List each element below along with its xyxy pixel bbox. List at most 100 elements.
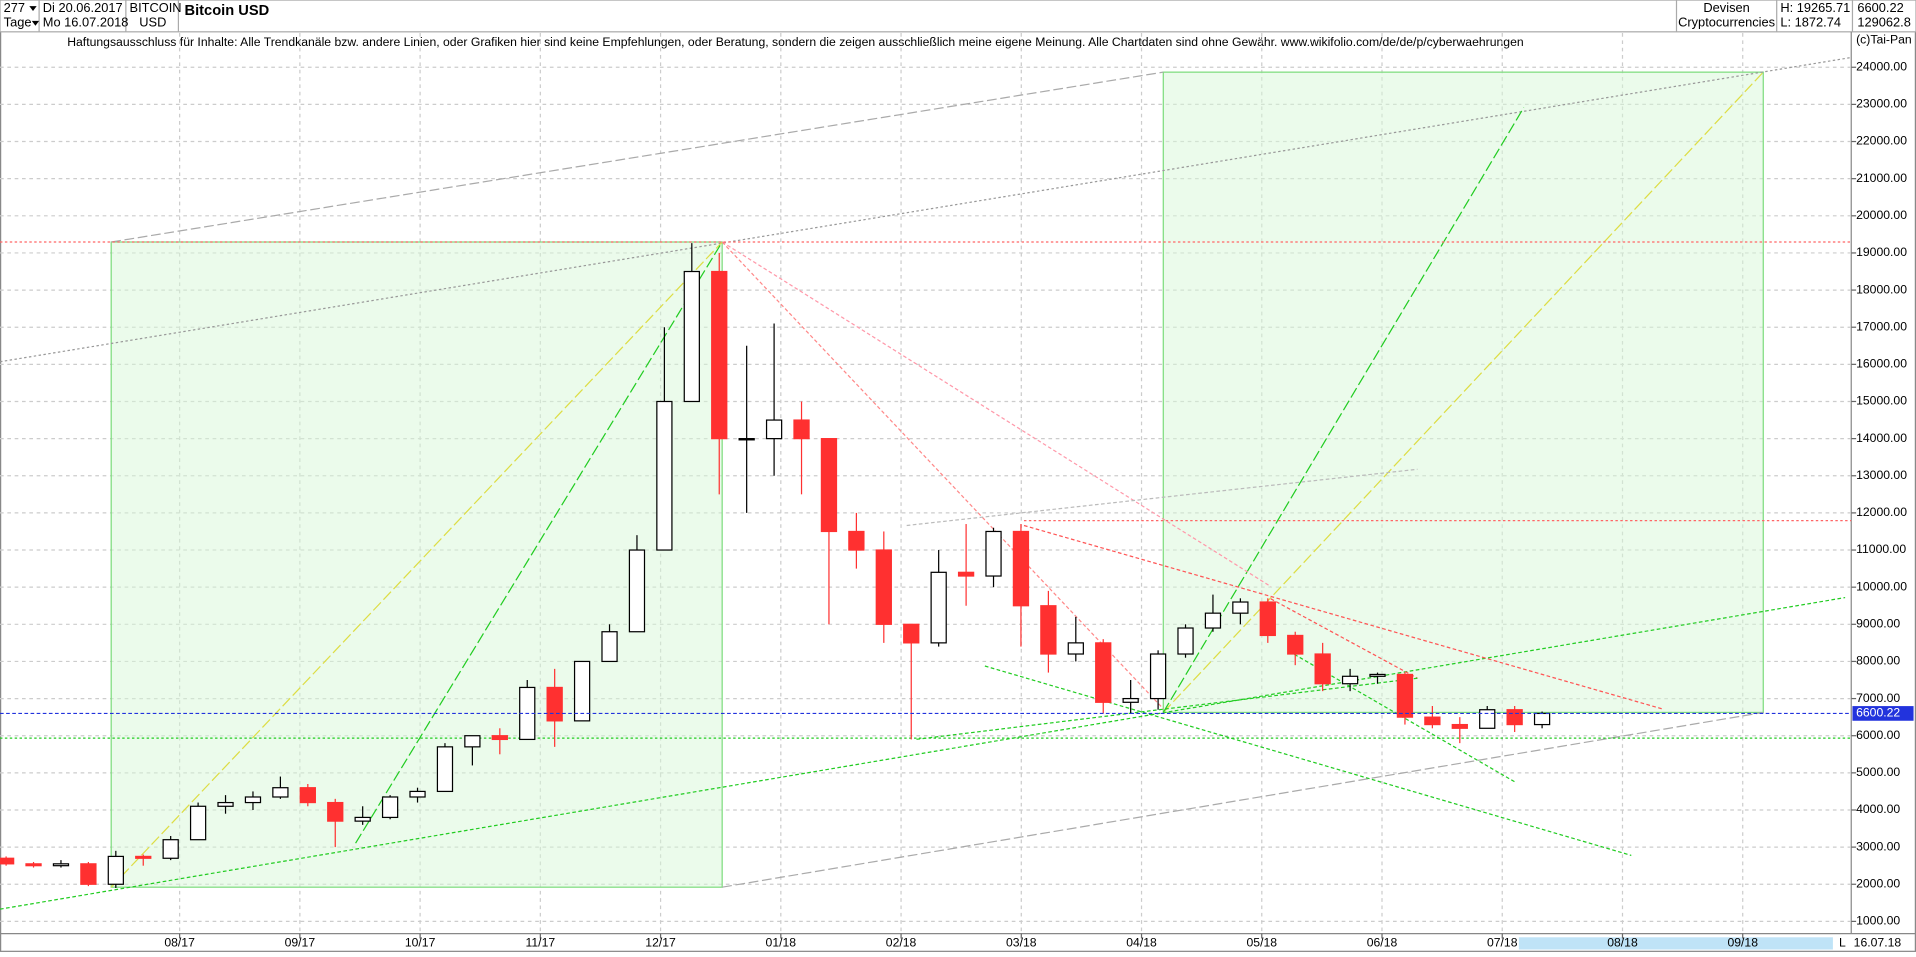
y-tick-label: 2000.00 xyxy=(1856,876,1900,890)
candle-body xyxy=(820,438,838,533)
count[interactable]: 277 xyxy=(4,0,25,15)
y-tick-label: 10000.00 xyxy=(1856,579,1907,593)
candle-body xyxy=(436,746,454,793)
symbol: BITCOIN xyxy=(130,0,182,15)
x-tick-label: 09/17 xyxy=(285,936,316,950)
trend-line xyxy=(1162,107,1525,713)
candle-body xyxy=(1396,673,1414,718)
candle-body xyxy=(1287,634,1304,655)
x-tick-label: 06/18 xyxy=(1367,936,1398,950)
candle-body xyxy=(711,270,728,440)
trend-line xyxy=(721,241,1272,588)
candle-body xyxy=(1095,642,1112,703)
y-tick-label: 9000.00 xyxy=(1856,617,1900,631)
currency: USD xyxy=(139,15,166,30)
candle-body xyxy=(738,438,755,441)
y-tick-label: 1000.00 xyxy=(1856,914,1900,928)
candle-body xyxy=(1479,709,1496,729)
scale-mode[interactable]: L xyxy=(1839,936,1846,950)
candle-body xyxy=(1533,712,1551,726)
candle-body xyxy=(0,857,15,865)
period[interactable]: Tage xyxy=(4,15,32,30)
candle-body xyxy=(217,801,234,807)
high: H: 19265.71 xyxy=(1780,0,1850,15)
candle-body xyxy=(1506,709,1523,726)
candle-body xyxy=(1067,642,1084,655)
x-tick-label: 08/17 xyxy=(164,936,195,950)
trend-line xyxy=(1023,524,1663,710)
candle-body xyxy=(683,270,700,403)
candle-body xyxy=(1232,601,1249,614)
y-tick-label: 19000.00 xyxy=(1856,245,1907,259)
y-tick-label: 24000.00 xyxy=(1856,59,1907,73)
candle-body xyxy=(162,839,179,859)
market: Devisen xyxy=(1703,0,1749,15)
candle-body xyxy=(546,686,563,722)
y-tick-label: 18000.00 xyxy=(1856,282,1907,296)
x-tick-label: 04/18 xyxy=(1126,936,1157,950)
x-tick-label: 11/17 xyxy=(526,936,556,950)
end-date: Mo 16.07.2018 xyxy=(43,15,129,30)
chart-title: Bitcoin USD xyxy=(185,3,270,19)
candle-body xyxy=(765,419,783,440)
candle-body xyxy=(793,419,810,440)
trend-line xyxy=(916,677,1418,740)
candle-body xyxy=(875,549,892,625)
y-tick-label: 4000.00 xyxy=(1856,802,1900,816)
candle-body xyxy=(189,805,207,841)
y-tick-label: 17000.00 xyxy=(1856,319,1907,333)
candle-body xyxy=(1424,716,1441,726)
box xyxy=(1162,71,1764,714)
y-tick-label: 14000.00 xyxy=(1856,431,1907,445)
candle-body xyxy=(1259,601,1276,637)
candle-body xyxy=(1177,627,1194,655)
trend-line xyxy=(722,711,1764,888)
x-tick-label: 12/17 xyxy=(645,936,676,950)
last-price-box xyxy=(1852,706,1914,721)
candle-body xyxy=(628,549,646,633)
y-tick-label: 16000.00 xyxy=(1856,357,1907,371)
trend-line xyxy=(1270,598,1418,679)
candle-body xyxy=(354,816,371,822)
y-tick-label: 22000.00 xyxy=(1856,134,1907,148)
y-tick-label: 7000.00 xyxy=(1856,691,1900,705)
last: 6600.22 xyxy=(1857,0,1903,15)
volume: 129062.8 xyxy=(1857,15,1911,30)
y-tick-label: 11000.00 xyxy=(1856,542,1906,556)
x-tick-label: 03/18 xyxy=(1006,936,1037,950)
disclaimer: Haftungsausschluss für Inhalte: Alle Tre… xyxy=(67,35,1523,49)
candle-body xyxy=(25,863,42,867)
y-tick-label: 20000.00 xyxy=(1856,208,1907,222)
header-bar xyxy=(0,0,1916,33)
last-price-label: 6600.22 xyxy=(1856,706,1900,720)
candle-body xyxy=(985,530,1002,577)
scrollbar[interactable] xyxy=(1518,937,1833,950)
x-tick-label: 10/17 xyxy=(405,936,436,950)
candle-body xyxy=(656,400,673,551)
trend-line xyxy=(0,596,1846,910)
candle-body xyxy=(957,571,975,577)
candle-body xyxy=(573,660,591,722)
trend-line xyxy=(721,241,1164,710)
header: 277 Tage Di 20.06.2017 Mo 16.07.2018 BIT… xyxy=(0,0,1916,33)
x-tick-label: 08/18 xyxy=(1607,936,1638,950)
y-tick-label: 6000.00 xyxy=(1856,728,1900,742)
candle-body xyxy=(1341,675,1359,685)
trend-line xyxy=(906,468,1418,527)
candle-body xyxy=(1204,612,1222,629)
y-tick-label: 23000.00 xyxy=(1856,97,1907,111)
copyright: (c)Tai-Pan xyxy=(1856,33,1912,47)
trend-line xyxy=(110,241,723,888)
date: 16.07.18 xyxy=(1854,936,1902,950)
candle-body xyxy=(244,796,262,804)
x-tick-label: 05/18 xyxy=(1247,936,1278,950)
y-tick-label: 5000.00 xyxy=(1856,765,1900,779)
candle-body xyxy=(1314,653,1331,685)
candle-body xyxy=(601,631,618,663)
x-tick-label: 07/18 xyxy=(1487,936,1518,950)
candle-body xyxy=(848,530,865,551)
x-tick-label: 09/18 xyxy=(1727,936,1758,950)
x-tick-label: 01/18 xyxy=(766,936,797,950)
candle-body xyxy=(135,855,152,859)
